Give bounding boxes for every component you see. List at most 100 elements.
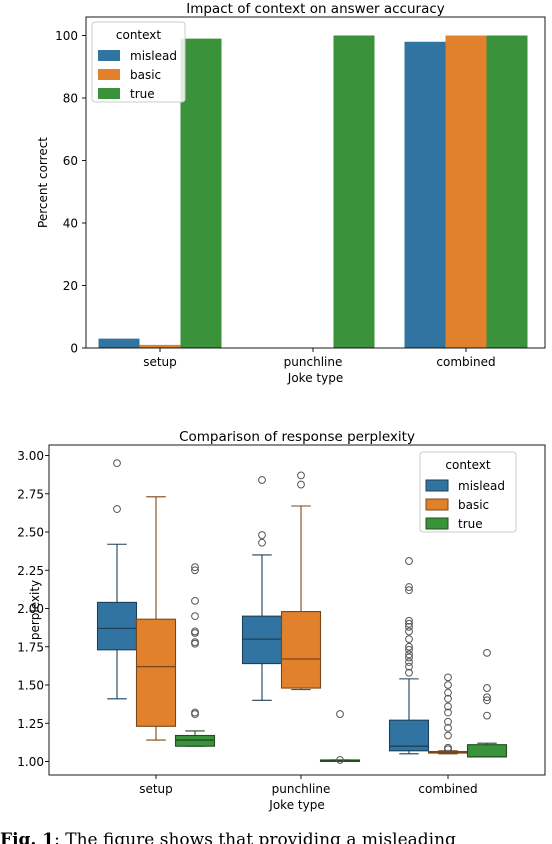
chart2-outlier (336, 710, 344, 718)
chart2-outlier (405, 583, 413, 591)
chart2-plot-frame (48, 444, 546, 776)
chart2-outlier (191, 596, 199, 605)
chart2-ytick-label: 2.00 (17, 602, 44, 616)
chart2-outlier (191, 710, 199, 718)
chart2-xtick-label: setup (139, 782, 173, 796)
chart1-legend-swatch (98, 88, 120, 99)
chart2-outlier (336, 756, 344, 764)
chart1-title: Impact of context on answer accuracy (186, 1, 445, 17)
chart1-xtick-label: punchline (284, 355, 343, 369)
chart2-outlier (483, 711, 491, 720)
chart1-xtick-label: combined (436, 355, 495, 369)
chart1-ytick-label: 100 (55, 29, 78, 43)
chart2-ytick-label: 2.50 (17, 526, 44, 540)
chart2-xlabel: Joke type (268, 798, 324, 812)
chart2-outlier (191, 563, 199, 572)
chart2-outlier (405, 557, 413, 565)
chart2-outlier (191, 612, 199, 621)
chart2-ytick-label: 2.25 (17, 564, 44, 578)
chart2-outlier (258, 476, 266, 484)
chart2-box (466, 744, 508, 758)
chart1-ytick-label: 0 (70, 342, 78, 356)
chart2-outlier (405, 645, 413, 654)
chart1-bar (404, 41, 446, 348)
chart1-ytick-label: 80 (63, 92, 78, 106)
chart2-outlier (405, 635, 413, 643)
chart2-legend-swatch (425, 498, 449, 511)
chart2-outlier (444, 702, 452, 711)
chart2-legend-label: true (458, 517, 483, 531)
chart2-outlier (405, 668, 413, 677)
chart2-outlier (405, 586, 413, 595)
chart1-legend-title: context (116, 28, 162, 42)
chart2-box (174, 734, 216, 747)
chart2-xtick-label: combined (418, 782, 477, 796)
chart2-legend-title: context (445, 458, 491, 472)
chart2-outlier (191, 627, 199, 636)
chart1-legend-swatch (98, 50, 120, 61)
chart2-ytick-label: 2.75 (17, 487, 44, 501)
chart2-outlier (444, 731, 452, 740)
chart2-box (280, 611, 322, 689)
chart2-outlier (258, 538, 266, 547)
chart2-outlier (191, 638, 199, 647)
chart2-outlier (444, 673, 452, 682)
chart1-legend-label: basic (130, 68, 161, 82)
chart2-outlier (444, 717, 452, 726)
chart2-outlier (113, 459, 121, 468)
chart2-legend-swatch (425, 479, 449, 492)
chart2-outlier (405, 653, 413, 662)
chart2-outlier (191, 629, 199, 637)
chart1-bar (98, 338, 140, 348)
chart2-outlier (483, 648, 491, 657)
chart2-outlier (405, 619, 413, 628)
chart2-legend-box (419, 451, 517, 533)
chart1-xlabel: Joke type (287, 371, 343, 385)
chart2-outlier (297, 471, 305, 480)
chart2-outlier (483, 693, 491, 702)
chart2-legend-swatch (425, 517, 449, 530)
chart2-legend-label: basic (458, 498, 489, 512)
chart2-outlier (113, 505, 121, 513)
chart2-outlier (191, 639, 199, 648)
chart2-outlier (405, 627, 413, 636)
chart2-outlier (405, 662, 413, 671)
chart2-outlier (444, 743, 452, 752)
chart1-bar (180, 38, 222, 348)
chart2-box (241, 615, 283, 665)
chart1-legend-label: mislead (130, 49, 177, 63)
chart2-outlier (297, 480, 305, 489)
chart2-outlier (191, 708, 199, 717)
chart2-ytick-label: 1.50 (17, 679, 44, 693)
figure-caption: Fig. 1: The figure shows that providing … (0, 830, 552, 844)
chart2-outlier (405, 616, 413, 625)
chart2-outlier (405, 650, 413, 659)
chart2-outlier (405, 622, 413, 631)
chart1-ytick-label: 60 (63, 154, 78, 168)
chart1-bar (486, 35, 528, 348)
caption-label: Fig. 1 (0, 830, 55, 844)
chart2-outlier (444, 694, 452, 703)
chart2-outlier (483, 684, 491, 692)
chart2-box (96, 601, 138, 651)
chart2-xtick-label: punchline (272, 782, 331, 796)
chart2-box (135, 618, 177, 727)
chart2-outlier (405, 642, 413, 651)
chart2-ytick-label: 1.00 (17, 755, 44, 769)
chart2-ytick-label: 3.00 (17, 449, 44, 463)
chart1-ytick-label: 40 (63, 217, 78, 231)
chart2-ylabel: perplexity (28, 580, 42, 640)
chart2-outlier (444, 708, 452, 717)
chart1-xtick-label: setup (143, 355, 177, 369)
chart1-plot-frame (85, 16, 546, 349)
chart1-ylabel: Percent correct (36, 137, 50, 228)
chart1-legend-label: true (130, 87, 155, 101)
chart2-outlier (444, 723, 452, 732)
chart2-outlier (191, 566, 199, 575)
chart2-outlier (483, 696, 491, 705)
chart2-ytick-label: 1.75 (17, 640, 44, 654)
chart2-title: Comparison of response perplexity (179, 429, 415, 445)
caption-text: : The figure shows that providing a misl… (54, 830, 456, 844)
chart1-legend-swatch (98, 69, 120, 80)
